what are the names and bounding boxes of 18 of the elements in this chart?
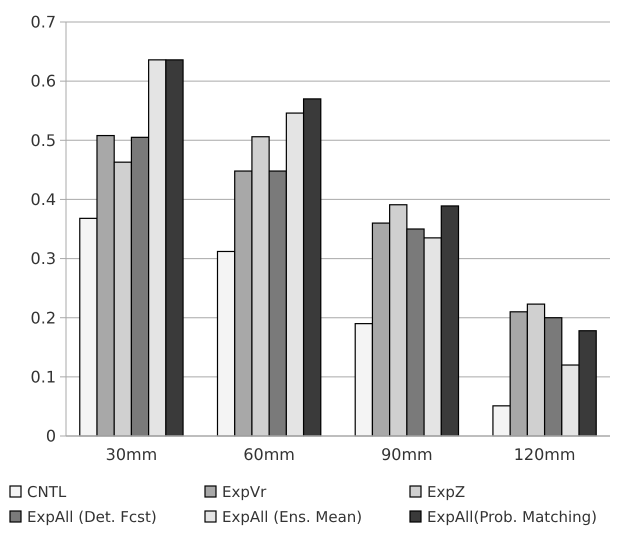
legend-label: ExpVr <box>222 483 268 501</box>
y-tick-label: 0.5 <box>30 130 56 150</box>
legend-label: CNTL <box>27 483 67 501</box>
legend-label: ExpAll (Det. Fcst) <box>27 508 157 526</box>
y-tick-label: 0.4 <box>30 190 56 210</box>
y-tick-label: 0.7 <box>30 12 56 32</box>
x-tick-label: 90mm <box>381 445 433 464</box>
x-tick-label: 30mm <box>106 445 158 464</box>
y-tick-label: 0.6 <box>30 72 56 91</box>
legend-label: ExpZ <box>427 483 466 501</box>
y-tick-label: 0.1 <box>30 367 56 386</box>
x-tick-label: 120mm <box>514 445 576 464</box>
legend-label: ExpAll(Prob. Matching) <box>427 508 597 526</box>
legend-label: ExpAll (Ens. Mean) <box>222 508 362 526</box>
y-tick-label: 0.3 <box>30 249 56 268</box>
y-tick-label: 0 <box>46 426 56 446</box>
x-tick-label: 60mm <box>243 445 295 464</box>
y-tick-label: 0.2 <box>30 308 56 328</box>
